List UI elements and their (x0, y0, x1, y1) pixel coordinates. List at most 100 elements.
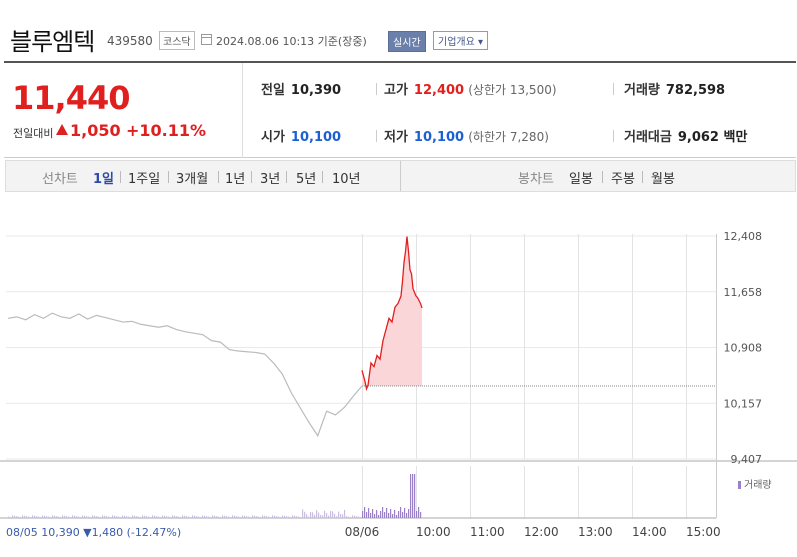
volume-bar (304, 511, 306, 518)
tab-3y[interactable]: 3년 (260, 172, 281, 187)
volume-bar (18, 516, 20, 518)
tab-5y[interactable]: 5년 (296, 172, 317, 187)
stock-code: 439580 (107, 34, 153, 48)
candle-chart-label: 봉차트 (518, 172, 554, 187)
volume-bar (222, 515, 224, 518)
volume-bar (176, 516, 178, 518)
tab-1y[interactable]: 1년 (225, 172, 246, 187)
volume-bar (412, 474, 414, 518)
volume-bar (230, 517, 232, 518)
volume-bar (72, 515, 74, 518)
volume-bar (136, 516, 138, 518)
volume-bar (262, 515, 264, 518)
tab-10y[interactable]: 10년 (332, 172, 361, 187)
volume-bar (302, 509, 304, 518)
volume-bar (94, 515, 96, 518)
tab-1d[interactable]: 1일 (93, 172, 115, 187)
y-tick-label: 10,157 (724, 397, 763, 410)
volume-bar (256, 516, 258, 518)
volume-bar (204, 515, 206, 518)
volume-bar (398, 511, 400, 518)
volume-bar (100, 517, 102, 518)
volume-bar (288, 516, 290, 518)
volume-bar (218, 516, 220, 518)
realtime-button[interactable]: 실시간 (388, 31, 426, 52)
volume-bar (280, 517, 282, 518)
volume-bar (138, 516, 140, 518)
tab-weekly-candle[interactable]: 주봉 (611, 172, 635, 187)
volume-bar (98, 516, 100, 518)
volume-bar (62, 515, 64, 518)
company-overview-dropdown[interactable]: 기업개요 ▾ (433, 31, 488, 50)
volume-bar (238, 516, 240, 518)
prev-close: 전일 10,390 (261, 83, 342, 98)
volume-bar (60, 517, 62, 518)
volume-bar (12, 515, 14, 518)
volume-bar (330, 511, 332, 518)
x-tick-label: 10:00 (416, 525, 451, 539)
volume-bar (396, 515, 398, 518)
volume-bar (254, 515, 256, 518)
volume-bar (404, 508, 406, 518)
volume-bar (154, 515, 156, 518)
volume-bar (64, 515, 66, 518)
volume-bar (416, 511, 418, 518)
volume-bar (408, 509, 410, 518)
volume-bar (418, 507, 420, 518)
tab-1w[interactable]: 1주일 (128, 172, 161, 187)
volume-legend-swatch (738, 481, 741, 489)
change-label: 전일대비 (13, 127, 54, 140)
volume-bar (108, 516, 110, 518)
volume-bar (306, 514, 308, 518)
tab-daily-candle[interactable]: 일봉 (569, 172, 593, 187)
volume-bar (168, 516, 170, 518)
volume-bar (326, 513, 328, 518)
volume-bar (384, 512, 386, 518)
volume-bar (312, 512, 314, 518)
volume-bar (354, 515, 356, 518)
volume-bar (390, 509, 392, 518)
volume-bar (208, 516, 210, 518)
volume-bar (286, 516, 288, 518)
volume-bar (86, 516, 88, 518)
tab-monthly-candle[interactable]: 월봉 (651, 172, 675, 187)
volume-bar (126, 516, 128, 518)
volume-bar (328, 515, 330, 518)
volume-bar (90, 517, 92, 518)
intraday-chart: 12,408 11,658 10,908 10,157 9,407 거래량 08/06 1… (0, 230, 797, 539)
volume-bar (158, 516, 160, 518)
volume-bar (68, 516, 70, 518)
tab-3m[interactable]: 3개월 (176, 172, 209, 187)
volume-bar (382, 507, 384, 518)
volume-bar (360, 517, 362, 518)
volume-bar (270, 517, 272, 518)
volume-bar (134, 515, 136, 518)
volume-bar (212, 515, 214, 518)
volume-bar (216, 516, 218, 518)
volume-bar (44, 515, 46, 518)
volume-bar (406, 513, 408, 518)
y-tick-label: 11,658 (724, 286, 763, 299)
volume-bar (300, 517, 302, 518)
x-tick-label: 08/06 (345, 525, 380, 539)
volume-bar (74, 515, 76, 518)
y-tick-label: 9,407 (731, 453, 763, 466)
prev-day-note: 08/05 10,390 ▼1,480 (-12.47%) (6, 526, 181, 539)
volume-bar (112, 515, 114, 518)
volume-bar (130, 517, 132, 518)
volume-bar (46, 516, 48, 518)
volume-bar (338, 511, 340, 518)
volume-bar (340, 514, 342, 518)
volume-bar (24, 515, 26, 518)
volume-bar (42, 515, 44, 518)
volume-bar (56, 516, 58, 518)
volume-bar (294, 515, 296, 518)
volume-bar (196, 516, 198, 518)
volume-bar (268, 516, 270, 518)
volume-bar (162, 515, 164, 518)
volume-bar (30, 517, 32, 518)
volume-bar (150, 517, 152, 518)
volume-bar (346, 516, 348, 518)
x-tick-label: 11:00 (470, 525, 505, 539)
volume-bar (92, 515, 94, 518)
